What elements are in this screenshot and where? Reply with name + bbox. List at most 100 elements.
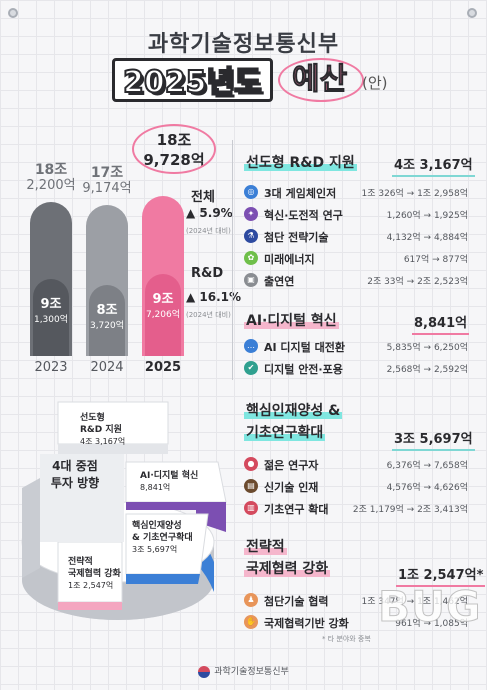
bar-rnd-sublabel: 7,206억 [145, 310, 181, 320]
section-ai-title-text: AI·디지털 혁신 [244, 313, 339, 329]
bar-total-label-2023: 18조 2,200억 [26, 162, 76, 193]
donut-label-ai-title: AI·디지털 혁신 [140, 471, 199, 481]
briefcase-icon: ▤ [244, 479, 258, 493]
bar-rnd-sublabel: 1,300억 [33, 315, 69, 325]
shield-icon: ✔ [244, 361, 258, 375]
segment-edge [58, 602, 122, 610]
budget-item-value: 2조 33억 → 2조 2,523억 [367, 277, 468, 287]
budget-item-label: 국제협력기반 강화 [264, 617, 349, 630]
budget-item-label: 신기술 인재 [264, 481, 319, 494]
bar-rnd-2025: 9조 7,206억 [145, 274, 181, 356]
bar-rnd-sublabel: 3,720억 [89, 321, 125, 331]
rnd-growth-value: 16.1% [199, 290, 242, 304]
bar-rnd-label: 8조 [96, 303, 118, 318]
section-ai-total: 8,841억 [412, 312, 470, 335]
pin-icon [467, 8, 477, 18]
rnd-label: R&D [191, 266, 224, 281]
budget-item-label: 디지털 안전·포용 [264, 363, 343, 376]
person-icon: ● [244, 457, 258, 471]
segment-side [22, 478, 40, 578]
section-intl-title-line1: 전략적 [244, 539, 287, 555]
title-year: 2025년도 [112, 58, 273, 102]
donut-label-talent-title2: & 기초연구확대 [132, 533, 193, 543]
budget-item-label: 미래에너지 [264, 253, 315, 266]
donut-chart [21, 401, 227, 620]
highlight-circle [278, 58, 364, 102]
segment-edge [126, 502, 226, 510]
year-label-2023: 2023 [34, 360, 68, 375]
section-rnd-title: 선도형 R&D 지원 [244, 152, 357, 174]
budget-item-row: ▥ 기초연구 확대 2조 1,179억 → 2조 3,413억 [244, 500, 468, 518]
section-rnd-total: 4조 3,167억 [392, 154, 475, 177]
budget-item-label: 기초연구 확대 [264, 503, 329, 516]
government-logo-icon [198, 665, 211, 678]
footnote: * 타 분야와 중복 [322, 635, 371, 643]
plant-icon: ✿ [244, 251, 258, 265]
budget-item-value: 6,376억 → 7,658억 [386, 461, 468, 471]
budget-item-value: 5,835억 → 6,250억 [386, 343, 468, 353]
bar-rnd-label: 9조 [40, 297, 62, 312]
total-label: 전체 [191, 190, 215, 205]
budget-item-row: ▣ 출연연 2조 33억 → 2조 2,523억 [244, 272, 468, 290]
bar-total-2024: 8조 3,720억 [86, 205, 128, 356]
budget-item-row: ✦ 혁신·도전적 연구 1,260억 → 1,925억 [244, 206, 468, 224]
budget-item-value: 4,132억 → 4,884억 [386, 233, 468, 243]
bar-total-2025: 9조 7,206억 [142, 196, 184, 356]
year-label-2025: 2025 [144, 360, 182, 375]
title-draft: (안) [362, 74, 388, 92]
donut-label-rnd-amount: 4조 3,167억 [80, 437, 126, 446]
donut-label-ai: AI·디지털 혁신 8,841억 [140, 470, 198, 494]
people-icon: ♟ [244, 593, 258, 607]
budget-item-row: ⚗ 첨단 전략기술 4,132억 → 4,884억 [244, 228, 468, 246]
budget-item-value: 617억 → 877억 [403, 255, 468, 265]
budget-item-label: 출연연 [264, 275, 295, 288]
section-talent-title: 핵심인재양성 & 기초연구확대 [244, 400, 343, 444]
bar-rnd-2024: 8조 3,720억 [89, 285, 125, 356]
watermark-logo: BUG [378, 582, 482, 632]
budget-item-value: 1조 347억 → 1조 1,462억 [361, 597, 468, 607]
divider [232, 140, 233, 380]
budget-item-value: 1조 326억 → 1조 2,958억 [361, 189, 468, 199]
highlight-circle [132, 124, 216, 174]
title-budget: 예산 [291, 62, 348, 98]
budget-item-value: 2,568억 → 2,592억 [386, 365, 468, 375]
segment-edge [58, 444, 168, 454]
donut-center-label: 4대 중점 투자 방향 [40, 458, 110, 492]
budget-item-label: 3대 게임체인저 [264, 187, 337, 200]
budget-item-value: 961억 → 1,085억 [395, 619, 468, 629]
ministry-title: 과학기술정보통신부 [147, 32, 340, 57]
section-intl-title: 전략적 국제협력 강화 [244, 536, 331, 580]
handshake-icon: ✋ [244, 615, 258, 629]
donut-label-intl-title: 전략적 [68, 557, 93, 567]
building-icon: ▣ [244, 273, 258, 287]
donut-label-intl: 전략적 국제협력 강화 1조 2,547억 [68, 556, 121, 592]
bar-rnd-2023: 9조 1,300억 [33, 279, 69, 356]
section-rnd-title-text: 선도형 R&D 지원 [244, 155, 357, 171]
budget-item-label: AI 디지털 대전환 [264, 341, 345, 354]
budget-item-row: ♟ 첨단기술 협력 1조 347억 → 1조 1,462억 [244, 592, 468, 610]
budget-item-value: 4,576억 → 4,626억 [386, 483, 468, 493]
donut-label-rnd-title2: R&D 지원 [80, 425, 122, 435]
section-ai-title: AI·디지털 혁신 [244, 310, 339, 332]
segment-edge [126, 574, 200, 584]
budget-item-row: ✔ 디지털 안전·포용 2,568억 → 2,592억 [244, 360, 468, 378]
section-talent-total: 3조 5,697억 [392, 428, 475, 451]
bar-total-2023: 9조 1,300억 [30, 202, 72, 356]
donut-label-intl-amount: 1조 2,547억 [68, 581, 114, 590]
donut-center-line1: 4대 중점 [52, 459, 98, 473]
rnd-note: (2024년 대비) [186, 311, 231, 319]
total-note: (2024년 대비) [186, 227, 231, 235]
donut-label-rnd: 선도형 R&D 지원 4조 3,167억 [80, 412, 125, 448]
microscope-icon: ⚗ [244, 229, 258, 243]
donut-label-talent-title: 핵심인재양성 [132, 521, 182, 531]
budget-item-row: … AI 디지털 대전환 5,835억 → 6,250억 [244, 338, 468, 356]
rnd-growth: ▲ 16.1% [186, 290, 241, 304]
donut-label-talent: 핵심인재양성 & 기초연구확대 3조 5,697억 [132, 520, 193, 556]
donut-label-ai-amount: 8,841억 [140, 483, 171, 492]
donut-label-talent-amount: 3조 5,697억 [132, 545, 178, 554]
up-arrow-icon: ▲ [186, 290, 196, 304]
total-growth-value: 5.9% [199, 206, 233, 220]
budget-item-row: ● 젊은 연구자 6,376억 → 7,658억 [244, 456, 468, 474]
bar-total-label-2024: 17조 9,174억 [82, 165, 132, 196]
main-title: 2025년도 예산 (안) [112, 58, 388, 106]
